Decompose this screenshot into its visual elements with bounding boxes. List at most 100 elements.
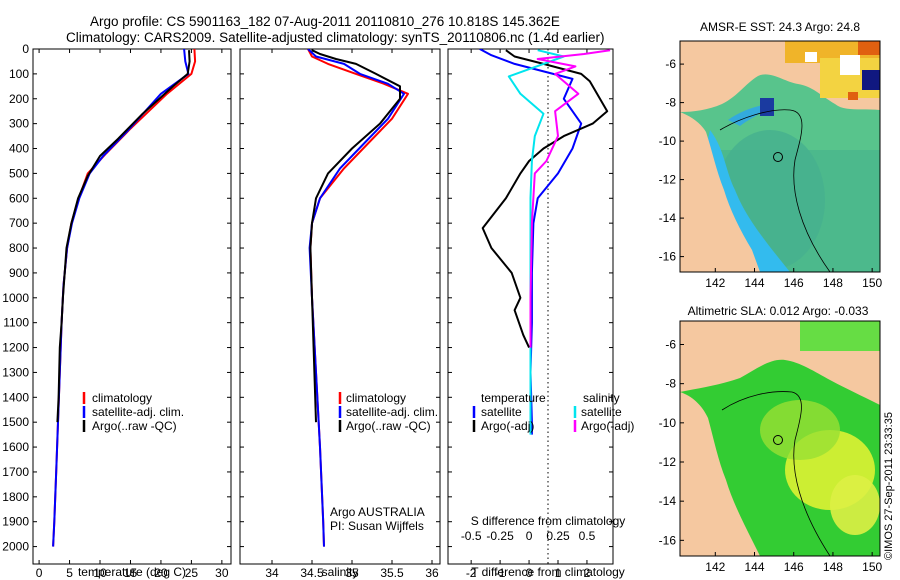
x-tick-label: 35.5: [380, 566, 404, 580]
sst-contour: [719, 109, 831, 272]
y-tick-label: 1400: [2, 390, 29, 404]
sst-map-title: AMSR-E SST: 24.3 Argo: 24.8: [700, 20, 860, 34]
y-tick-label: 1700: [2, 465, 29, 479]
y-tick-label: 600: [9, 191, 29, 205]
salinity-xlabel: salinity: [322, 565, 359, 579]
map-y-tick-label: -14: [659, 211, 677, 225]
y-tick-label: 1200: [2, 341, 29, 355]
sst-argo-position-marker: [773, 152, 783, 162]
map-y-tick-label: -10: [659, 134, 677, 148]
legend-label-argo: Argo(..raw -QC): [92, 419, 177, 433]
sla-contour: [721, 391, 831, 556]
sla-high-anomaly-2: [760, 400, 840, 460]
legend-label-climatology: climatology: [346, 391, 406, 405]
sst-missing-pixels-2: [805, 52, 817, 62]
map-y-tick-label: -16: [659, 250, 677, 264]
y-tick-label: 1900: [2, 515, 29, 529]
series-line-argo-raw-qc-: [56, 50, 191, 423]
difference-top-xlabel: S difference from climatology: [471, 514, 626, 528]
sst-hot-pixels: [858, 41, 880, 55]
side-stamp: ©IMOS 27-Sep-2011 23:33:35: [883, 412, 895, 560]
legend-label-climatology: climatology: [92, 391, 152, 405]
annotation-pi: PI: Susan Wijffels: [330, 519, 424, 533]
s-tick-label: 0.25: [546, 529, 570, 543]
sst-dark-pixels: [862, 70, 880, 90]
annotation-argo-australia: Argo AUSTRALIA: [330, 505, 425, 519]
y-tick-label: 100: [9, 67, 29, 81]
map-x-tick-label: 150: [862, 560, 882, 574]
series-line-s-argo-adj-: [529, 49, 611, 348]
s-tick-label: -0.25: [486, 529, 514, 543]
map-x-tick-label: 142: [705, 560, 725, 574]
map-y-tick-label: -16: [659, 533, 677, 547]
map-y-tick-label: -10: [659, 416, 677, 430]
y-tick-label: 2000: [2, 540, 29, 554]
map-x-tick-label: 150: [862, 276, 882, 290]
legend-label-satellite: satellite-adj. clim.: [92, 405, 184, 419]
map-y-tick-label: -8: [665, 377, 676, 391]
sla-map-axes: 142 144 146 148 150 -6 -8 -10 -12 -14 -16: [659, 338, 883, 575]
legend-label-satellite: satellite-adj. clim.: [346, 405, 438, 419]
x-tick-label: 34: [265, 566, 279, 580]
sst-map-image: [680, 41, 880, 272]
y-tick-label: 300: [9, 117, 29, 131]
map-y-tick-label: -12: [659, 173, 677, 187]
y-tick-label: 1800: [2, 490, 29, 504]
y-tick-label: 1500: [2, 415, 29, 429]
map-x-tick-label: 146: [784, 276, 804, 290]
sla-map-image: [680, 321, 880, 556]
legend-label-s-argo: Argo(-adj): [581, 419, 634, 433]
map-x-tick-label: 148: [823, 560, 843, 574]
map-x-tick-label: 148: [823, 276, 843, 290]
y-tick-label: 400: [9, 142, 29, 156]
s-tick-label: -0.5: [461, 529, 482, 543]
y-tick-label: 1600: [2, 440, 29, 454]
sst-missing-pixels: [840, 55, 860, 75]
difference-series: [479, 49, 611, 435]
x-tick-label: 0: [36, 566, 43, 580]
title-line-1: Argo profile: CS 5901163_182 07-Aug-2011…: [90, 14, 560, 29]
sst-map-axes: 142 144 146 148 150 -6 -8 -10 -12 -14 -16: [659, 57, 883, 290]
legend-title-temperature: temperature: [481, 391, 546, 405]
sla-high-anomaly-3: [830, 475, 880, 535]
x-tick-label: 36: [425, 566, 439, 580]
difference-axes: -2 -1 0 1 2 -0.5 -0.25 0 0.25 0.5: [448, 48, 613, 580]
sst-land-australia: [680, 112, 760, 272]
series-line-satellite-adj-clim-: [307, 49, 405, 547]
temperature-xlabel: temperature (deg C): [78, 565, 186, 579]
y-tick-label: 1100: [3, 316, 29, 330]
y-tick-label: 200: [9, 92, 29, 106]
x-tick-label: 20: [154, 566, 168, 580]
x-tick-label: 0: [526, 566, 533, 580]
series-line-t-argo-adj-: [481, 49, 609, 349]
legend-label-argo: Argo(..raw -QC): [346, 419, 431, 433]
sla-map-frame: [679, 320, 881, 557]
salinity-series: [307, 49, 409, 547]
sst-hot-pixels-2: [848, 92, 858, 100]
x-tick-label: 2: [584, 566, 591, 580]
sla-map-title: Altimetric SLA: 0.012 Argo: -0.033: [688, 304, 869, 318]
salinity-legend: climatology satellite-adj. clim. Argo(..…: [330, 391, 438, 533]
difference-xlabel: T difference from climatology: [471, 565, 625, 579]
x-tick-label: 34.5: [300, 566, 324, 580]
title-line-2: Climatology: CARS2009. Satellite-adjuste…: [66, 30, 605, 45]
sla-argo-position-marker: [773, 435, 783, 445]
x-tick-label: 1: [555, 566, 562, 580]
legend-label-t-argo: Argo(-adj): [481, 419, 534, 433]
x-tick-label: 30: [215, 566, 229, 580]
y-tick-label: 900: [9, 266, 29, 280]
x-tick-label: 25: [185, 566, 199, 580]
y-tick-label: 1000: [2, 291, 29, 305]
s-tick-label: 0: [526, 529, 533, 543]
x-tick-label: 35: [345, 566, 359, 580]
map-x-tick-label: 146: [784, 560, 804, 574]
legend-title-salinity: salinity: [583, 391, 620, 405]
map-y-tick-label: -6: [665, 57, 676, 71]
y-tick-label: 800: [9, 241, 29, 255]
x-tick-label: 15: [124, 566, 138, 580]
y-tick-label: 500: [9, 166, 29, 180]
series-line-climatology: [307, 49, 409, 547]
map-x-tick-label: 144: [744, 276, 764, 290]
series-line-argo-raw-qc-: [309, 49, 401, 423]
